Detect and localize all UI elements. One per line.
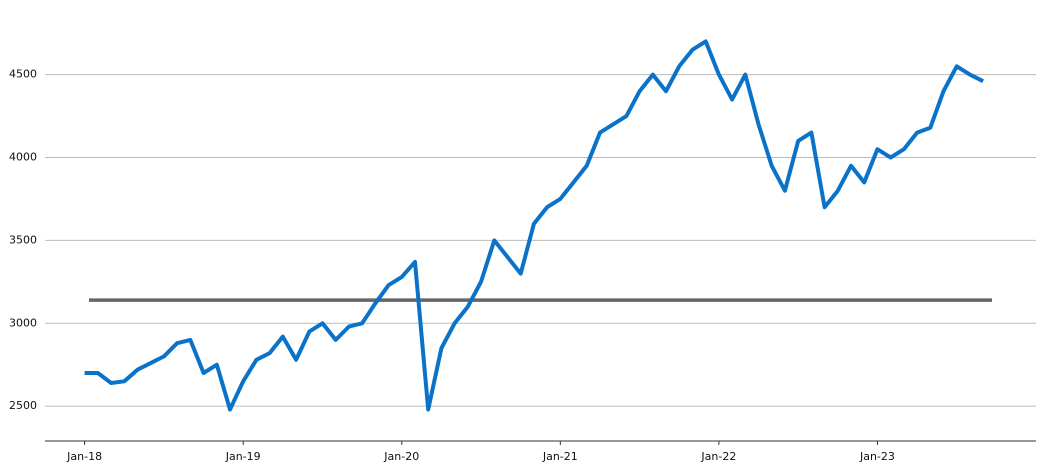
line-series bbox=[84, 39, 984, 412]
x-tick-label: Jan-19 bbox=[225, 450, 261, 463]
x-tick-label: Jan-23 bbox=[859, 450, 895, 463]
x-tick-label: Jan-22 bbox=[700, 450, 736, 463]
y-tick-label: 3000 bbox=[9, 316, 37, 329]
x-tick-label: Jan-18 bbox=[66, 450, 102, 463]
y-tick-label: 4500 bbox=[9, 68, 37, 81]
x-tick-label: Jan-20 bbox=[383, 450, 419, 463]
y-tick-label: 4000 bbox=[9, 151, 37, 164]
y-tick-label: 2500 bbox=[9, 399, 37, 412]
x-tick-label: Jan-21 bbox=[542, 450, 578, 463]
y-tick-label: 3500 bbox=[9, 233, 37, 246]
